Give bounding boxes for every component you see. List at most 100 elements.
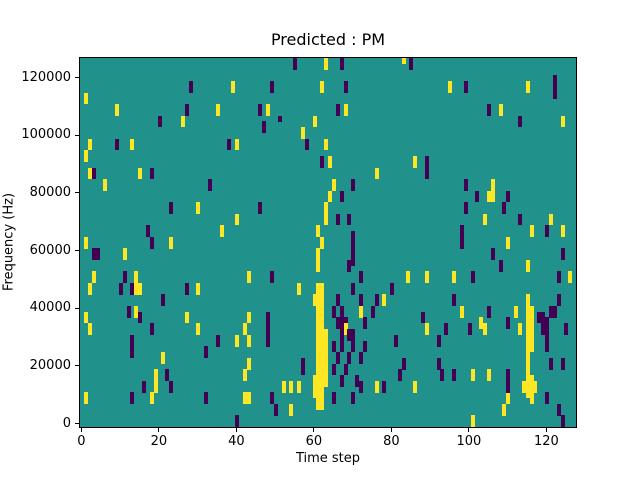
heatmap-cell-high bbox=[525, 363, 530, 370]
heatmap-cell-high bbox=[525, 375, 530, 382]
heatmap-cell-high bbox=[289, 403, 294, 410]
heatmap-cell-high bbox=[320, 334, 325, 341]
heatmap-cell-high bbox=[242, 328, 247, 335]
heatmap-cell-high bbox=[196, 328, 201, 335]
heatmap-cell-low bbox=[560, 421, 565, 427]
heatmap-cell-high bbox=[320, 323, 325, 330]
heatmap-cell-high bbox=[169, 236, 174, 243]
heatmap-cell-low bbox=[475, 196, 480, 203]
heatmap-cell-low bbox=[339, 328, 344, 335]
heatmap-cell-high bbox=[525, 386, 530, 393]
heatmap-cell-low bbox=[498, 265, 503, 272]
heatmap-cell-high bbox=[320, 357, 325, 364]
x-tick-label: 40 bbox=[228, 434, 245, 449]
heatmap-cell-low bbox=[486, 311, 491, 318]
heatmap-cell-low bbox=[269, 392, 274, 399]
heatmap-cell-high bbox=[486, 196, 491, 203]
heatmap-cell-low bbox=[227, 138, 232, 145]
heatmap-cell-high bbox=[130, 144, 135, 151]
heatmap-cell-high bbox=[471, 369, 476, 376]
heatmap-cell-high bbox=[114, 109, 119, 116]
heatmap-cell-high bbox=[297, 386, 301, 393]
heatmap-cell-low bbox=[114, 144, 119, 151]
heatmap-cell-high bbox=[502, 409, 507, 416]
heatmap-cell-low bbox=[351, 184, 356, 191]
heatmap-cell-low bbox=[351, 346, 356, 353]
heatmap-cell-low bbox=[207, 179, 212, 186]
heatmap-cell-low bbox=[362, 346, 367, 353]
heatmap-cell-low bbox=[351, 398, 356, 405]
heatmap-cell-low bbox=[351, 340, 356, 347]
heatmap-cell-high bbox=[320, 328, 325, 335]
heatmap-cell-high bbox=[87, 328, 92, 335]
heatmap-cell-low bbox=[545, 225, 549, 232]
heatmap-cell-high bbox=[498, 109, 503, 116]
heatmap-cell-high bbox=[316, 340, 321, 347]
heatmap-cell-high bbox=[324, 328, 329, 335]
heatmap-cell-low bbox=[266, 311, 270, 318]
heatmap-cell-high bbox=[83, 398, 88, 405]
heatmap-cell-high bbox=[83, 92, 88, 99]
heatmap-cell-low bbox=[541, 317, 546, 324]
heatmap-cell-high bbox=[91, 271, 96, 278]
heatmap-cell-low bbox=[560, 254, 565, 261]
heatmap-cell-low bbox=[347, 328, 352, 335]
heatmap-cell-low bbox=[506, 190, 511, 197]
heatmap-cell-low bbox=[552, 86, 557, 93]
heatmap-cell-high bbox=[83, 150, 88, 157]
heatmap-cell-high bbox=[196, 282, 201, 289]
heatmap-cell-high bbox=[316, 300, 321, 307]
heatmap-cell-low bbox=[339, 317, 344, 324]
heatmap-cell-high bbox=[490, 190, 495, 197]
heatmap-cell-high bbox=[312, 294, 317, 301]
heatmap-cell-low bbox=[467, 323, 472, 330]
heatmap-cell-high bbox=[297, 282, 301, 289]
heatmap-cell-high bbox=[316, 357, 321, 364]
heatmap-cell-low bbox=[343, 86, 348, 93]
heatmap-cell-low bbox=[463, 207, 468, 214]
heatmap-cell-low bbox=[347, 259, 352, 266]
heatmap-cell-high bbox=[498, 104, 503, 111]
heatmap-cell-high bbox=[382, 300, 387, 307]
heatmap-cell-low bbox=[126, 311, 131, 318]
heatmap-cell-low bbox=[339, 311, 344, 318]
heatmap-cell-low bbox=[335, 352, 340, 359]
heatmap-cell-high bbox=[343, 323, 348, 330]
heatmap-cell-low bbox=[95, 248, 100, 255]
heatmap-cell-low bbox=[560, 248, 565, 255]
heatmap-cell-high bbox=[525, 323, 530, 330]
heatmap-cell-low bbox=[215, 340, 220, 347]
heatmap-cell-high bbox=[153, 380, 158, 387]
heatmap-cell-low bbox=[359, 277, 363, 284]
heatmap-cell-high bbox=[529, 225, 534, 232]
heatmap-cell-low bbox=[467, 328, 472, 335]
heatmap-cell-low bbox=[537, 317, 542, 324]
heatmap-cell-low bbox=[335, 213, 340, 220]
x-tick-label: 20 bbox=[150, 434, 168, 449]
heatmap-cell-low bbox=[122, 271, 127, 278]
heatmap-cell-high bbox=[324, 380, 329, 387]
heatmap-cell-low bbox=[331, 398, 336, 405]
heatmap-cell-low bbox=[262, 121, 267, 128]
heatmap-cell-high bbox=[83, 311, 88, 318]
heatmap-cell-low bbox=[459, 236, 464, 243]
heatmap-cell-high bbox=[529, 380, 534, 387]
heatmap-cell-high bbox=[316, 317, 321, 324]
heatmap-cell-high bbox=[297, 380, 301, 387]
heatmap-cell-high bbox=[134, 311, 139, 318]
heatmap-cell-low bbox=[269, 81, 274, 88]
heatmap-cell-high bbox=[525, 300, 530, 307]
heatmap-cell-high bbox=[134, 305, 139, 312]
heatmap-cell-low bbox=[436, 340, 441, 347]
heatmap-cell-low bbox=[452, 375, 456, 382]
heatmap-cell-low bbox=[339, 190, 344, 197]
heatmap-cell-low bbox=[91, 254, 96, 261]
heatmap-cell-high bbox=[180, 121, 185, 128]
heatmap-cell-high bbox=[548, 219, 553, 226]
heatmap-cell-low bbox=[506, 380, 511, 387]
heatmap-cell-low bbox=[339, 380, 344, 387]
heatmap-cell-low bbox=[157, 121, 162, 128]
heatmap-cell-high bbox=[169, 242, 174, 249]
heatmap-cell-low bbox=[463, 81, 468, 88]
x-tick-label: 100 bbox=[456, 434, 482, 449]
